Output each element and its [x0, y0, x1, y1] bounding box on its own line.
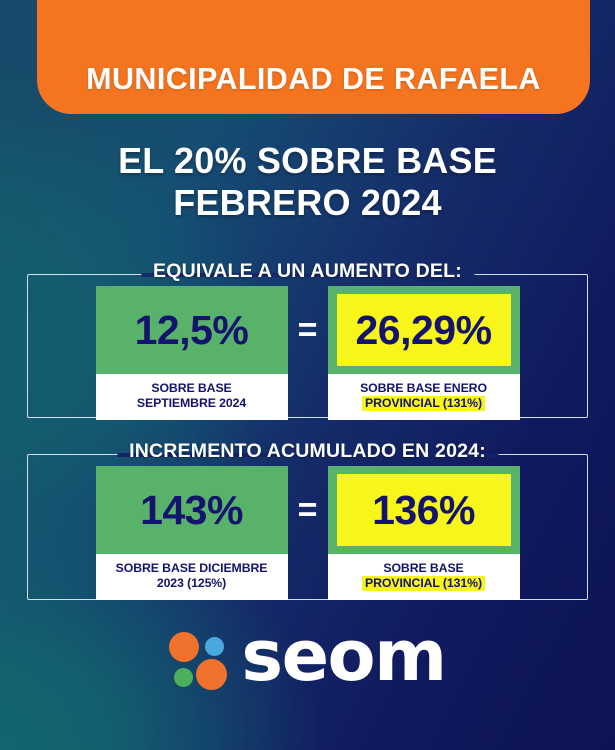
card-left-2-value-box: 143% [95, 466, 288, 554]
card-left-2: 143% SOBRE BASE DICIEMBRE 2023 (125%) [95, 466, 288, 600]
blue-dot-small-icon [205, 636, 225, 656]
card-right-1-caption: SOBRE BASE ENERO PROVINCIAL (131%) [327, 374, 520, 420]
card-left-1-caption-line-2: SEPTIEMBRE 2024 [136, 396, 247, 410]
card-right-2-caption-line-2: PROVINCIAL (131%) [362, 576, 485, 591]
logo-wordmark: seom [241, 615, 447, 697]
card-right-2-caption-line-1: SOBRE BASE [383, 561, 464, 575]
frame-border-gap [141, 273, 474, 277]
card-left-1-value: 12,5% [134, 306, 249, 353]
card-right-2-value: 136% [372, 486, 475, 533]
header-banner: MUNICIPALIDAD DE RAFAELA [37, 0, 590, 114]
headline-line-1: EL 20% SOBRE BASE [118, 140, 497, 181]
card-left-2-value: 143% [140, 486, 243, 533]
page-title: EL 20% SOBRE BASE FEBRERO 2024 [0, 140, 615, 224]
card-left-1: 12,5% SOBRE BASE SEPTIEMBRE 2024 [95, 286, 288, 420]
seom-logo: seom [0, 615, 615, 697]
card-left-2-caption-line-2: 2023 (125%) [156, 576, 227, 590]
equals-sign-1: = [297, 311, 318, 349]
equals-sign-2: = [297, 491, 318, 529]
frame-border-gap [117, 453, 498, 457]
card-left-2-caption-line-1: SOBRE BASE DICIEMBRE [115, 561, 268, 575]
organization-title: MUNICIPALIDAD DE RAFAELA [86, 62, 541, 96]
logo-dots-group [169, 626, 231, 690]
card-left-1-value-box: 12,5% [95, 286, 288, 374]
card-right-1-value: 26,29% [355, 306, 492, 353]
card-left-2-caption: SOBRE BASE DICIEMBRE 2023 (125%) [95, 554, 288, 600]
section-title-equivalencia: EQUIVALE A UN AUMENTO DEL: [153, 260, 462, 282]
green-dot-small-icon [174, 667, 194, 687]
card-right-1-caption-line-2: PROVINCIAL (131%) [362, 396, 485, 411]
card-left-1-caption-line-1: SOBRE BASE [151, 381, 232, 395]
card-left-1-caption: SOBRE BASE SEPTIEMBRE 2024 [95, 374, 288, 420]
card-right-2-caption: SOBRE BASE PROVINCIAL (131%) [327, 554, 520, 600]
card-right-2-value-box: 136% [327, 466, 520, 554]
section-incremento: INCREMENTO ACUMULADO EN 2024: 143% SOBRE… [27, 440, 588, 600]
card-right-1-caption-line-1: SOBRE BASE ENERO [360, 381, 487, 395]
card-right-1: 26,29% SOBRE BASE ENERO PROVINCIAL (131%… [327, 286, 520, 420]
comparison-row-1: 12,5% SOBRE BASE SEPTIEMBRE 2024 = 26,29… [27, 286, 588, 420]
section-title-incremento: INCREMENTO ACUMULADO EN 2024: [129, 440, 486, 462]
card-right-2: 136% SOBRE BASE PROVINCIAL (131%) [327, 466, 520, 600]
card-right-1-highlight: 26,29% [336, 294, 511, 366]
orange-dot-large-2-icon [196, 658, 228, 690]
card-right-1-value-box: 26,29% [327, 286, 520, 374]
card-right-2-highlight: 136% [336, 474, 511, 546]
comparison-row-2: 143% SOBRE BASE DICIEMBRE 2023 (125%) = … [27, 466, 588, 600]
orange-dot-large-icon [169, 631, 200, 662]
section-equivalencia: EQUIVALE A UN AUMENTO DEL: 12,5% SOBRE B… [27, 260, 588, 420]
headline-line-2: FEBRERO 2024 [173, 182, 442, 224]
